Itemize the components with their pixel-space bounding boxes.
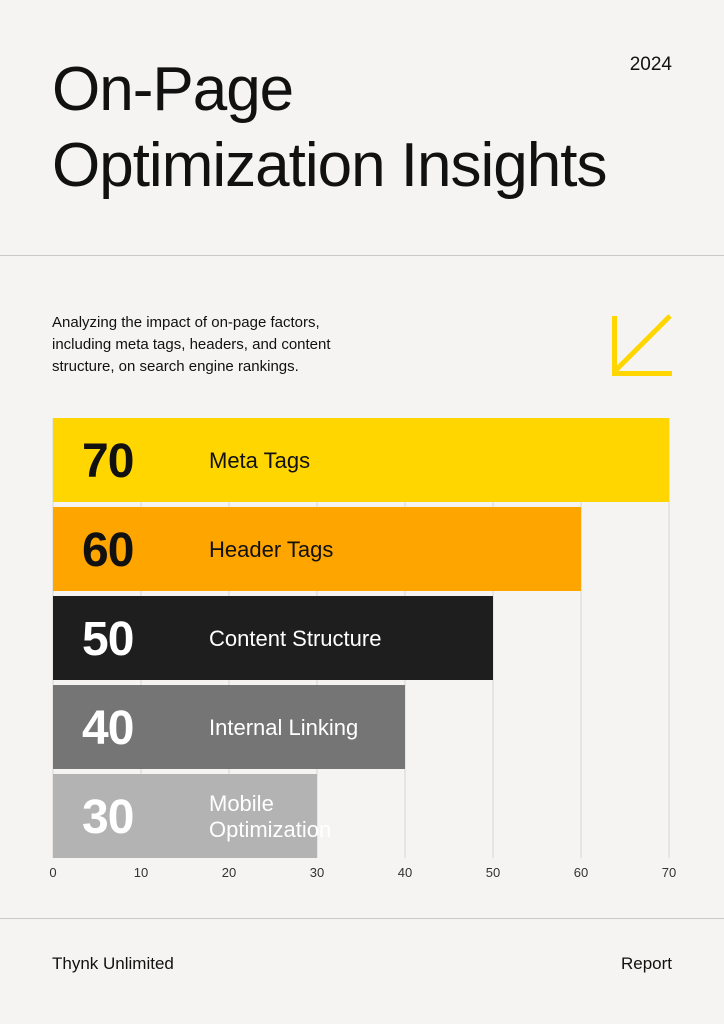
arrow-down-left-icon xyxy=(612,314,672,376)
x-tick-label: 50 xyxy=(486,865,500,880)
category-label: Internal Linking xyxy=(209,715,358,740)
report-year: 2024 xyxy=(629,54,672,75)
bar xyxy=(53,774,317,858)
x-tick-label: 40 xyxy=(398,865,412,880)
title-line-2: Optimization Insights xyxy=(52,131,607,200)
value-label: 70 xyxy=(82,435,133,488)
bar xyxy=(53,418,669,502)
chart-bars xyxy=(53,418,669,858)
bar xyxy=(53,596,493,680)
value-label: 60 xyxy=(82,524,133,577)
bar xyxy=(53,685,405,769)
x-tick-label: 0 xyxy=(49,865,56,880)
title-line-1: On-Page xyxy=(52,55,294,124)
footer-divider xyxy=(0,918,724,919)
value-label: 50 xyxy=(82,613,133,666)
header-divider xyxy=(0,255,724,256)
x-tick-label: 10 xyxy=(134,865,148,880)
bar-chart: 70 Meta Tags 60 Header Tags 50 Content Struct… xyxy=(49,418,676,880)
company-name: Thynk Unlimited xyxy=(52,954,174,973)
category-label: Mobile Optimization xyxy=(209,791,331,842)
x-tick-label: 70 xyxy=(662,865,676,880)
x-tick-label: 60 xyxy=(574,865,588,880)
bar xyxy=(53,507,581,591)
page-title: On-Page Optimization Insights xyxy=(52,52,607,204)
category-label: Header Tags xyxy=(209,537,333,562)
category-label: Meta Tags xyxy=(209,448,310,473)
x-tick-label: 30 xyxy=(310,865,324,880)
value-label: 40 xyxy=(82,702,133,755)
value-label: 30 xyxy=(82,791,133,844)
x-tick-label: 20 xyxy=(222,865,236,880)
category-label: Content Structure xyxy=(209,626,381,651)
report-subtitle: Analyzing the impact of on-page factors,… xyxy=(52,314,331,375)
chart-labels: 70 Meta Tags 60 Header Tags 50 Content Struct… xyxy=(82,435,381,844)
x-axis-ticks: 0 10 20 30 40 50 60 70 xyxy=(49,865,676,880)
document-type: Report xyxy=(620,954,672,973)
